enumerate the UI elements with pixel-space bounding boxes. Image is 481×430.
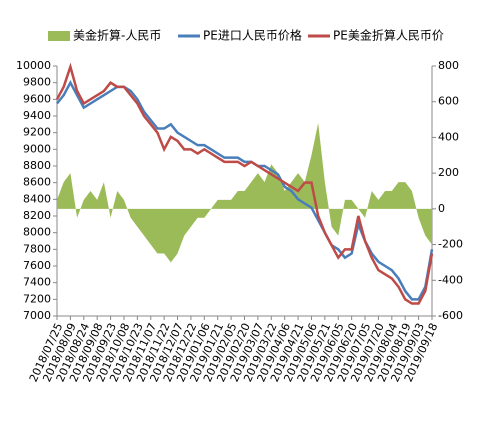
y-tick-label: 9200 — [23, 126, 51, 139]
y-tick-label: 8000 — [23, 226, 51, 239]
area — [57, 123, 432, 263]
y2-tick-label: 0 — [438, 202, 445, 215]
y2-tick-label: 400 — [438, 130, 459, 143]
legend-label: PE美金折算人民币价 — [333, 28, 444, 43]
legend-label: PE进口人民币价格 — [203, 28, 302, 43]
y-tick-label: 10000 — [16, 59, 51, 72]
y2-tick-label: -400 — [438, 273, 463, 286]
y-tick-label: 9400 — [23, 109, 51, 122]
y-tick-label: 9000 — [23, 142, 51, 155]
y-tick-label: 9600 — [23, 92, 51, 105]
y-tick-label: 7000 — [23, 309, 51, 322]
y2-tick-label: -200 — [438, 238, 463, 251]
y2-tick-label: -600 — [438, 309, 463, 322]
y-tick-label: 7400 — [23, 276, 51, 289]
y-tick-label: 8600 — [23, 176, 51, 189]
y-tick-label: 9800 — [23, 76, 51, 89]
y2-tick-label: 200 — [438, 166, 459, 179]
legend-label: 美金折算-人民币 — [73, 28, 161, 43]
y-tick-label: 8400 — [23, 192, 51, 205]
y-tick-label: 7800 — [23, 242, 51, 255]
y-tick-label: 8800 — [23, 159, 51, 172]
y-tick-label: 7600 — [23, 259, 51, 272]
y2-tick-label: 600 — [438, 95, 459, 108]
line — [55, 62, 434, 305]
y-tick-label: 7200 — [23, 292, 51, 305]
y-tick-label: 8200 — [23, 209, 51, 222]
y2-tick-label: 800 — [438, 59, 459, 72]
legend-swatch — [48, 31, 70, 41]
